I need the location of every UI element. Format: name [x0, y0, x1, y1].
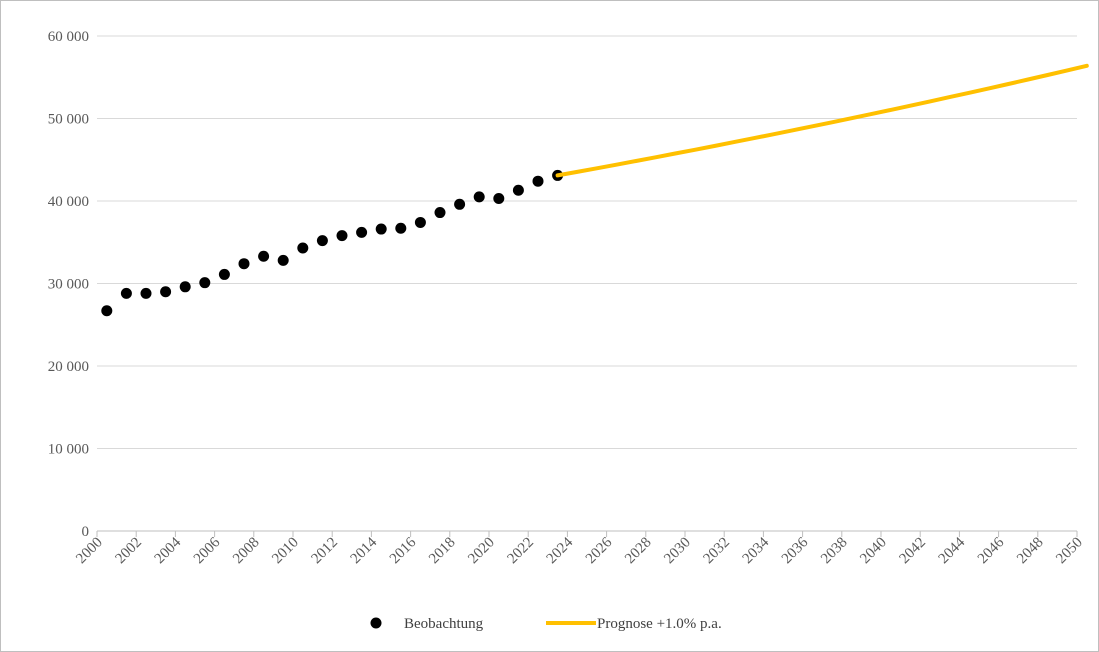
x-tick-label: 2016: [387, 534, 420, 567]
data-point: [238, 258, 250, 270]
legend-marker-observation: [370, 617, 382, 629]
y-tick-label: 30 000: [48, 277, 89, 293]
x-tick-label: 2032: [701, 535, 734, 568]
data-point: [316, 235, 328, 247]
data-point: [258, 250, 270, 262]
data-point: [512, 184, 524, 196]
data-point: [532, 175, 544, 187]
data-point: [336, 230, 348, 242]
x-tick-label: 2034: [740, 534, 773, 567]
y-tick-label: 40 000: [48, 194, 89, 210]
data-point: [414, 216, 426, 228]
y-tick-label: 60 000: [48, 29, 89, 45]
data-point: [434, 207, 446, 219]
x-tick-label: 2004: [152, 534, 185, 567]
x-tick-label: 2022: [505, 535, 538, 568]
x-tick-label: 2020: [465, 535, 498, 568]
data-point: [454, 198, 466, 210]
data-point: [395, 222, 407, 234]
data-point: [179, 281, 191, 293]
x-tick-label: 2012: [309, 535, 342, 568]
data-point: [120, 287, 132, 299]
x-tick-label: 2000: [73, 535, 106, 568]
x-tick-label: 2030: [661, 535, 694, 568]
x-tick-label: 2018: [426, 535, 459, 568]
x-tick-label: 2046: [975, 534, 1008, 567]
legend-label-observation: Beobachtung: [404, 616, 484, 632]
y-tick-label: 20 000: [48, 359, 89, 375]
x-tick-label: 2010: [269, 535, 302, 568]
x-tick-label: 2006: [191, 534, 224, 567]
data-point: [101, 305, 113, 317]
data-point: [199, 277, 211, 289]
y-tick-label: 50 000: [48, 112, 89, 128]
x-tick-label: 2026: [583, 534, 616, 567]
forecast-line: [555, 63, 1089, 178]
data-point: [493, 193, 505, 205]
legend-label-forecast: Prognose +1.0% p.a.: [597, 616, 722, 632]
data-point: [375, 223, 387, 235]
x-tick-label: 2038: [818, 535, 851, 568]
y-tick-label: 0: [82, 524, 90, 540]
x-tick-label: 2028: [622, 535, 655, 568]
x-tick-label: 2048: [1014, 535, 1047, 568]
x-tick-label: 2050: [1053, 535, 1086, 568]
data-point: [160, 286, 172, 298]
x-tick-label: 2024: [544, 534, 577, 567]
x-tick-label: 2044: [936, 534, 969, 567]
x-tick-label: 2014: [348, 534, 381, 567]
data-point: [140, 287, 152, 299]
x-tick-label: 2042: [897, 535, 930, 568]
x-tick-label: 2008: [230, 535, 263, 568]
data-point: [356, 226, 368, 238]
x-tick-label: 2002: [113, 535, 146, 568]
x-tick-label: 2036: [779, 534, 812, 567]
x-tick-label: 2040: [857, 535, 890, 568]
data-point: [277, 254, 289, 266]
data-point: [218, 268, 230, 280]
y-tick-label: 10 000: [48, 442, 89, 458]
data-point: [473, 191, 485, 203]
data-point: [297, 242, 309, 254]
